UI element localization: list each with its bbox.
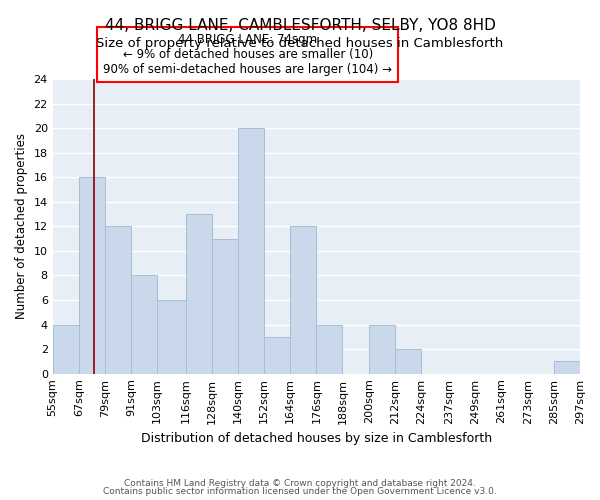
Bar xyxy=(79,177,105,374)
Y-axis label: Number of detached properties: Number of detached properties xyxy=(15,134,28,320)
Text: 44 BRIGG LANE: 74sqm
← 9% of detached houses are smaller (10)
90% of semi-detach: 44 BRIGG LANE: 74sqm ← 9% of detached ho… xyxy=(103,33,392,76)
Bar xyxy=(368,324,395,374)
Bar xyxy=(185,214,212,374)
Bar xyxy=(157,300,185,374)
Text: Size of property relative to detached houses in Camblesforth: Size of property relative to detached ho… xyxy=(97,38,503,51)
Bar xyxy=(554,362,580,374)
Text: Contains public sector information licensed under the Open Government Licence v3: Contains public sector information licen… xyxy=(103,487,497,496)
Bar xyxy=(264,337,290,374)
Bar xyxy=(105,226,131,374)
X-axis label: Distribution of detached houses by size in Camblesforth: Distribution of detached houses by size … xyxy=(141,432,492,445)
Bar xyxy=(238,128,264,374)
Text: Contains HM Land Registry data © Crown copyright and database right 2024.: Contains HM Land Registry data © Crown c… xyxy=(124,478,476,488)
Bar xyxy=(131,276,157,374)
Bar xyxy=(316,324,343,374)
Bar xyxy=(290,226,316,374)
Bar xyxy=(212,238,238,374)
Bar xyxy=(53,324,79,374)
Bar xyxy=(395,349,421,374)
Text: 44, BRIGG LANE, CAMBLESFORTH, SELBY, YO8 8HD: 44, BRIGG LANE, CAMBLESFORTH, SELBY, YO8… xyxy=(104,18,496,32)
